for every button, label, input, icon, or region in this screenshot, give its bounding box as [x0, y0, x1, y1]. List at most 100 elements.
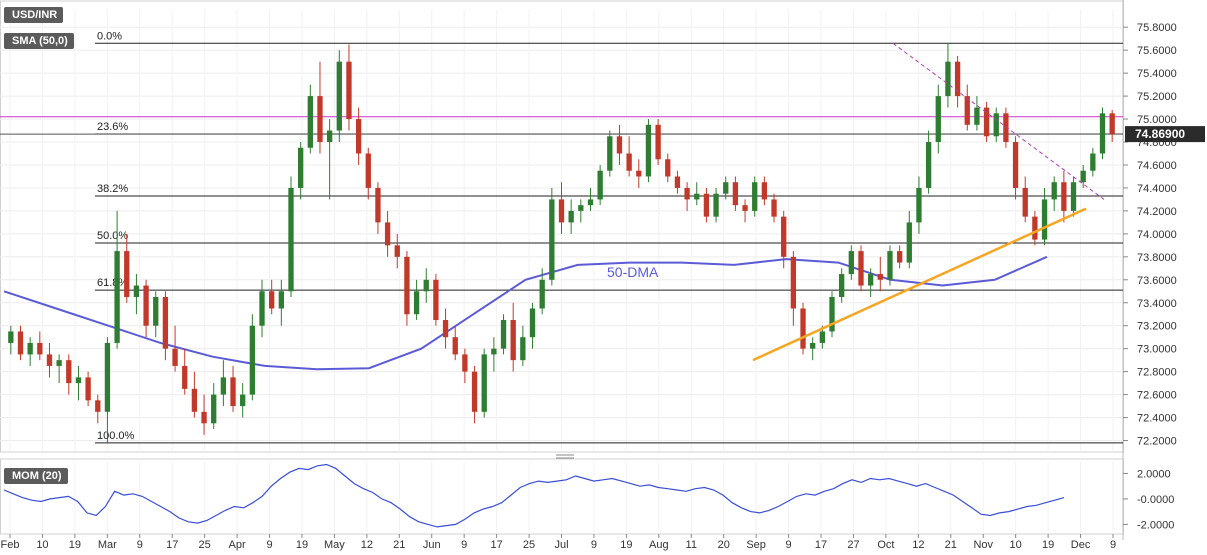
- candle-bullish: [810, 342, 816, 349]
- fibonacci-level-label: 23.6%: [97, 121, 128, 133]
- time-tick-label: Jul: [554, 539, 568, 551]
- candle-bullish: [326, 130, 333, 143]
- candle-bearish: [655, 124, 661, 160]
- candle-bearish: [896, 251, 903, 263]
- candle-bullish: [713, 193, 719, 217]
- time-tick-label: 25: [199, 539, 211, 551]
- candle-bearish: [684, 187, 690, 200]
- candle-bearish: [954, 61, 961, 97]
- time-tick-label: Aug: [649, 539, 669, 551]
- candle-bullish: [887, 251, 893, 280]
- candle-bearish: [471, 371, 478, 412]
- price-tick-label: 73.0000: [1137, 344, 1177, 356]
- candle-bullish: [587, 199, 594, 206]
- candle-bearish: [703, 193, 710, 217]
- candle-bearish: [1012, 142, 1019, 188]
- time-tick-label: 19: [620, 539, 632, 551]
- sma-label: 50-DMA: [607, 264, 659, 280]
- candle-bearish: [46, 354, 53, 366]
- candle-bullish: [819, 331, 826, 343]
- candle-bullish: [423, 279, 429, 292]
- candle-bearish: [346, 61, 352, 120]
- sma-indicator-tag[interactable]: SMA (50,0): [4, 33, 74, 49]
- price-tick-label: 72.8000: [1137, 367, 1177, 379]
- candle-bullish: [529, 308, 536, 338]
- time-tick-label: 9: [461, 539, 467, 551]
- price-tick-label: 74.0000: [1137, 229, 1177, 241]
- candle-bullish: [1080, 170, 1086, 183]
- candle-bearish: [761, 182, 768, 200]
- last-price-tag: [1125, 126, 1205, 143]
- time-tick-label: 25: [523, 539, 535, 551]
- candle-bullish: [848, 251, 854, 275]
- candle-bullish: [945, 61, 951, 97]
- time-tick-label: Dec: [1071, 539, 1091, 551]
- time-tick-label: Mar: [98, 539, 117, 551]
- candle-bearish: [66, 360, 72, 384]
- candle-bearish: [674, 176, 681, 188]
- fibonacci-level-label: 61.8%: [97, 277, 128, 289]
- candle-bearish: [510, 319, 516, 361]
- candle-bullish: [481, 354, 487, 412]
- candle-bullish: [211, 394, 217, 424]
- candle-bullish: [578, 205, 584, 211]
- candle-bullish: [839, 274, 845, 298]
- candle-bullish: [1041, 199, 1048, 240]
- time-tick-label: Feb: [1, 539, 20, 551]
- time-tick-label: 10: [1010, 539, 1022, 551]
- time-tick-label: 17: [166, 539, 178, 551]
- candle-bullish: [75, 377, 82, 384]
- price-tick-label: 75.8000: [1137, 22, 1177, 34]
- time-tick-label: Nov: [973, 539, 993, 551]
- price-tick-label: 75.2000: [1137, 91, 1177, 103]
- mom-indicator-tag[interactable]: MOM (20): [4, 468, 68, 484]
- fibonacci-level-label: 38.2%: [97, 183, 128, 195]
- price-tick-label: 74.2000: [1137, 206, 1177, 218]
- candle-bearish: [1109, 113, 1115, 135]
- time-tick-label: Sep: [746, 539, 766, 551]
- price-tick-label: 75.4000: [1137, 68, 1177, 80]
- candle-bearish: [384, 222, 391, 246]
- candle-bearish: [558, 199, 565, 223]
- fibonacci-level-label: 0.0%: [97, 30, 122, 42]
- candle-bearish: [172, 348, 178, 366]
- candle-bearish: [858, 251, 864, 286]
- time-tick-label: Oct: [877, 539, 894, 551]
- symbol-tag[interactable]: USD/INR: [4, 7, 64, 23]
- candle-bullish: [104, 342, 111, 412]
- candle-bullish: [906, 222, 912, 263]
- price-tick-label: 73.4000: [1137, 298, 1177, 310]
- candle-bullish: [114, 251, 120, 343]
- time-tick-label: 27: [847, 539, 859, 551]
- candle-bullish: [249, 325, 256, 395]
- candle-bullish: [240, 394, 246, 407]
- candle-bullish: [297, 147, 304, 188]
- price-tick-label: 73.8000: [1137, 252, 1177, 264]
- price-tick-label: 73.2000: [1137, 321, 1177, 333]
- candle-bullish: [278, 291, 284, 309]
- candle-bearish: [162, 297, 169, 349]
- time-tick-label: 21: [393, 539, 405, 551]
- candle-bearish: [1061, 182, 1067, 211]
- candle-bullish: [935, 96, 941, 143]
- candle-bearish: [665, 159, 671, 177]
- candle-bullish: [307, 96, 313, 148]
- candle-bearish: [230, 377, 236, 407]
- momentum-line: [3, 463, 1065, 528]
- time-tick-label: 9: [137, 539, 143, 551]
- candle-bearish: [1032, 216, 1038, 240]
- support-trendline: [752, 207, 1087, 362]
- time-tick-label: 21: [945, 539, 957, 551]
- time-tick-label: 19: [296, 539, 308, 551]
- candle-bullish: [336, 61, 342, 131]
- candle-bearish: [964, 96, 970, 125]
- candle-bearish: [462, 354, 468, 372]
- candle-bearish: [355, 119, 362, 154]
- candle-bearish: [732, 182, 739, 206]
- time-tick-label: 19: [1042, 539, 1054, 551]
- candle-bearish: [191, 388, 198, 412]
- last-price-label: 74.86900: [1135, 127, 1185, 141]
- time-tick-label: Apr: [229, 539, 246, 551]
